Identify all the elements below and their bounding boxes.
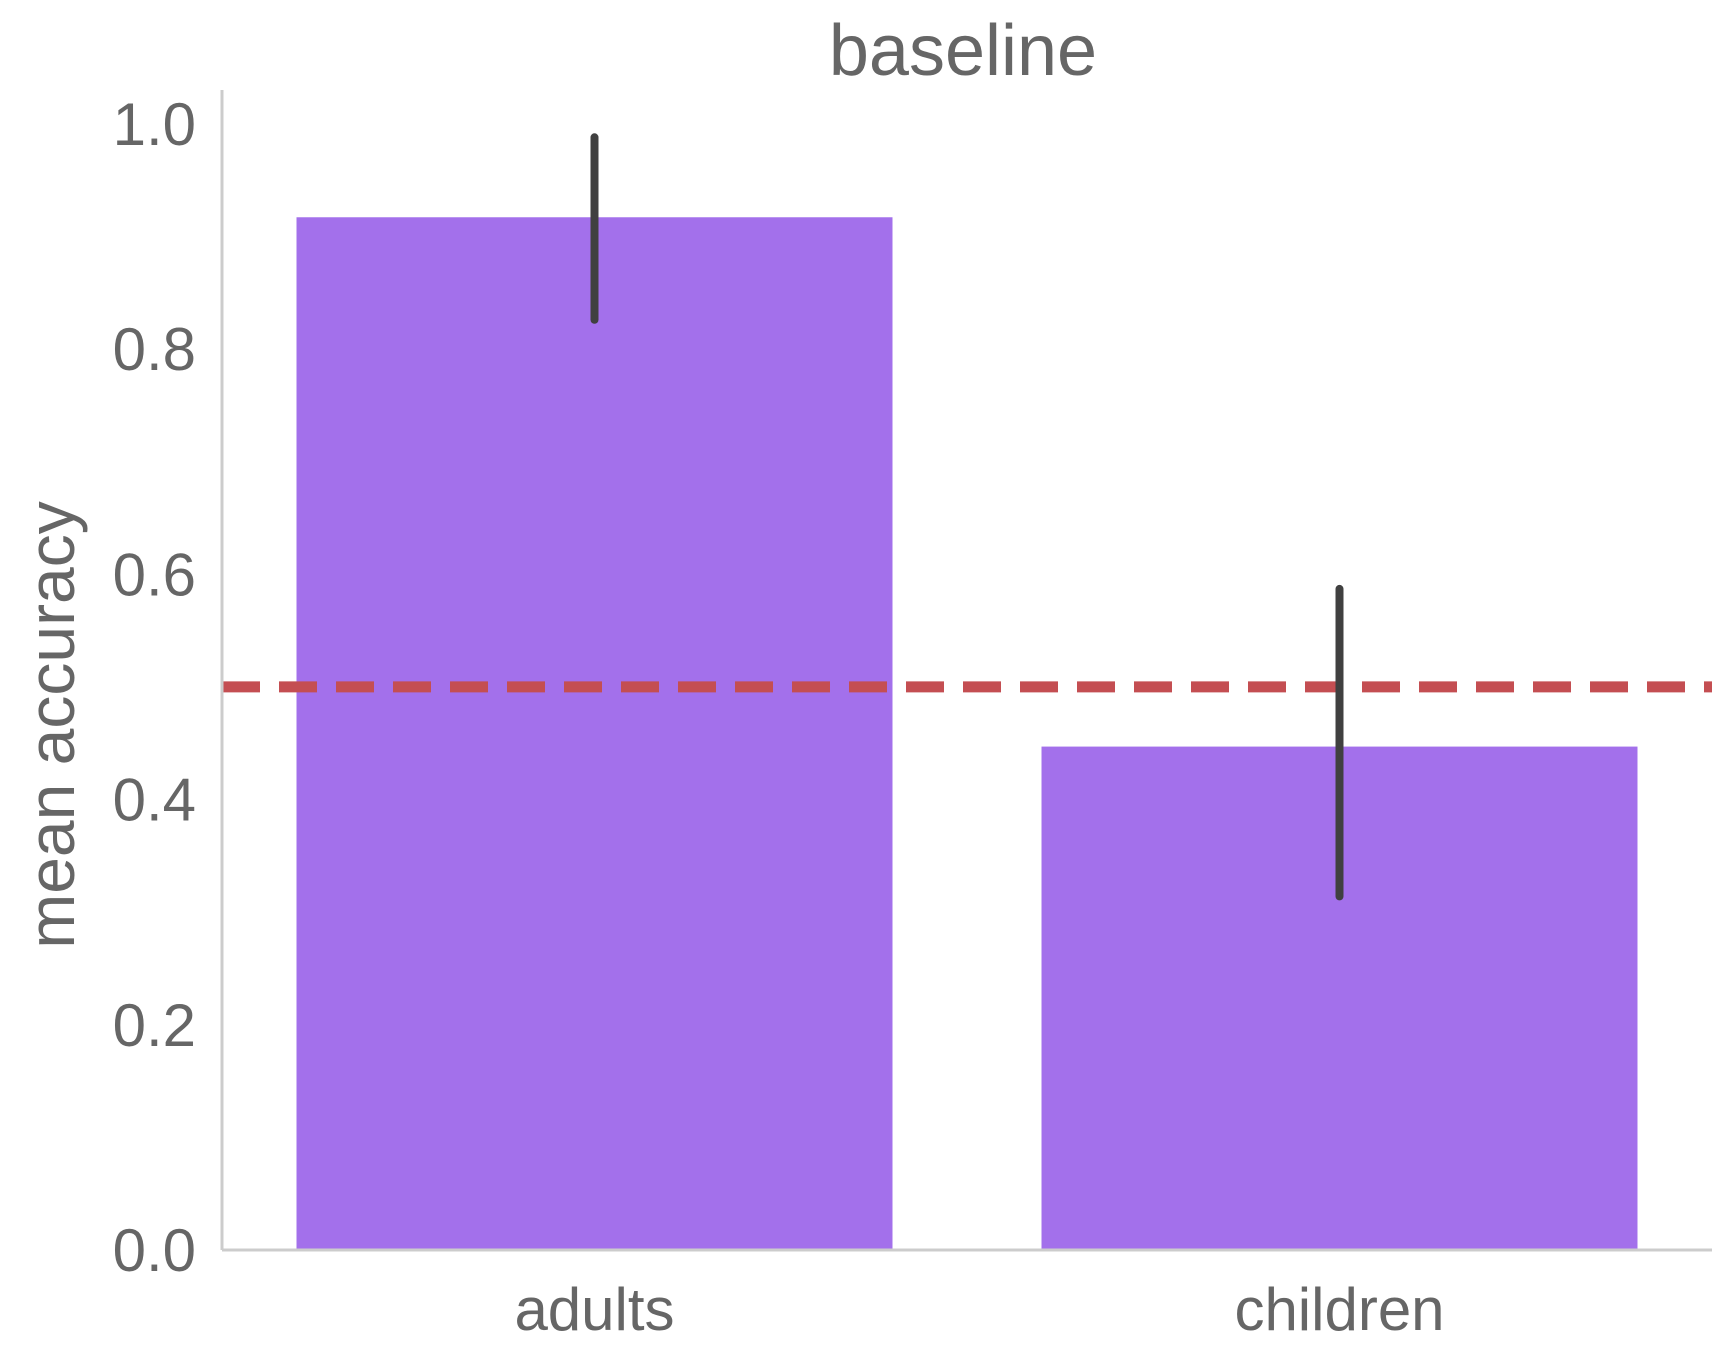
- chart-title: baseline: [829, 11, 1097, 91]
- y-tick-label: 0.8: [113, 316, 196, 383]
- y-tick-label: 0.6: [113, 541, 196, 608]
- bar-adults: [296, 217, 893, 1251]
- x-ticks-group: adults children: [514, 1276, 1444, 1343]
- y-tick-label: 0.0: [113, 1217, 196, 1284]
- x-tick-label: children: [1234, 1276, 1444, 1343]
- x-tick-label: adults: [514, 1276, 674, 1343]
- y-axis-label: mean accuracy: [14, 501, 88, 949]
- y-tick-label: 1.0: [113, 91, 196, 158]
- y-tick-label: 0.4: [113, 767, 196, 834]
- bars-group: [296, 217, 1638, 1251]
- y-tick-label: 0.2: [113, 992, 196, 1059]
- error-bars-group: [590, 133, 1344, 901]
- y-ticks-group: 0.0 0.2 0.4 0.6 0.8 1.0: [113, 91, 196, 1284]
